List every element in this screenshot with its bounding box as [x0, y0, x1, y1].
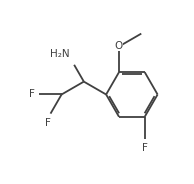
Text: F: F	[45, 118, 51, 128]
Text: O: O	[115, 41, 123, 52]
Text: F: F	[29, 89, 35, 100]
Text: F: F	[142, 143, 148, 153]
Text: H₂N: H₂N	[50, 49, 69, 59]
